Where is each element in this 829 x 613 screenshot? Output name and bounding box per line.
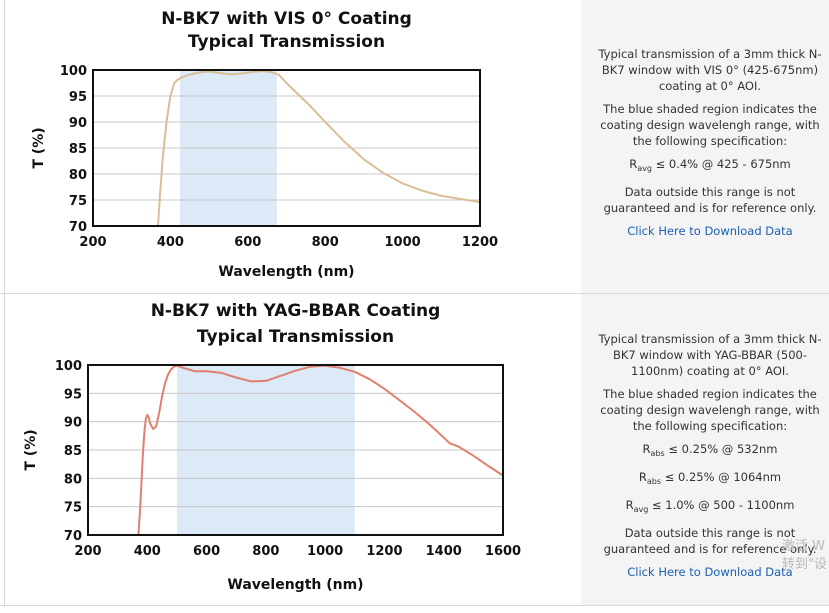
chart-cell-yag-bbar: N-BK7 with YAG-BBAR Coating Typical Trans… (4, 294, 582, 605)
shaded-region-note: The blue shaded region indicates the coa… (600, 387, 820, 433)
product-row-vis0: N-BK7 with VIS 0° Coating Typical Transmi… (0, 0, 829, 294)
y-tick-label: 100 (60, 64, 87, 79)
transmission-chart-yag-bbar: N-BK7 with YAG-BBAR Coating Typical Trans… (23, 301, 521, 593)
chart-title: N-BK7 with VIS 0° Coating (161, 9, 412, 29)
x-tick-label: 1400 (426, 544, 462, 559)
y-tick-label: 95 (64, 387, 82, 402)
chart-description: Typical transmission of a 3mm thick N-BK… (598, 332, 822, 378)
os-activation-watermark: 激活 W 转到"设 (782, 539, 827, 572)
y-tick-label: 100 (55, 359, 82, 374)
y-tick-label: 90 (69, 116, 87, 131)
x-tick-label: 600 (193, 544, 220, 559)
chart-subtitle: Typical Transmission (188, 32, 385, 52)
plot-frame (92, 69, 481, 227)
transmission-series-line (157, 70, 481, 227)
transmission-chart-vis0: N-BK7 with VIS 0° Coating Typical Transmi… (31, 9, 498, 280)
disclaimer: Data outside this range is not guarantee… (603, 526, 817, 556)
next-row-edge (0, 606, 829, 613)
spec-list: Rabs ≤ 0.25% @ 532nm Rabs ≤ 0.25% @ 1064… (593, 441, 827, 518)
y-tick-label: 80 (69, 168, 87, 183)
disclaimer: Data outside this range is not guarantee… (603, 185, 817, 215)
y-tick-label: 75 (69, 194, 87, 209)
download-data-link[interactable]: Click Here to Download Data (627, 565, 793, 579)
x-tick-label: 1000 (385, 235, 421, 250)
x-tick-label: 200 (74, 544, 101, 559)
spec-line: Ravg ≤ 0.4% @ 425 - 675nm (629, 157, 791, 173)
description-cell-yag-bbar: Typical transmission of a 3mm thick N-BK… (581, 294, 829, 605)
description-cell-vis0: Typical transmission of a 3mm thick N-BK… (581, 0, 829, 293)
y-tick-label: 70 (69, 220, 87, 235)
y-tick-label: 85 (64, 444, 82, 459)
y-tick-label: 95 (69, 90, 87, 105)
x-axis-label: Wavelength (nm) (218, 264, 354, 280)
x-tick-label: 1000 (307, 544, 343, 559)
product-row-yag-bbar: N-BK7 with YAG-BBAR Coating Typical Trans… (0, 294, 829, 606)
spec-line: Ravg ≤ 1.0% @ 500 - 1100nm (625, 498, 795, 514)
y-tick-label: 85 (69, 142, 87, 157)
x-tick-label: 1200 (462, 235, 498, 250)
x-tick-label: 1600 (485, 544, 521, 559)
x-tick-label: 600 (234, 235, 261, 250)
description-vis0: Typical transmission of a 3mm thick N-BK… (593, 46, 827, 246)
y-tick-label: 75 (64, 501, 82, 516)
chart-subtitle: Typical Transmission (197, 327, 394, 347)
transmission-series-line (137, 364, 504, 536)
y-axis-label: T (%) (23, 429, 39, 470)
x-tick-label: 400 (134, 544, 161, 559)
y-tick-label: 80 (64, 472, 82, 487)
shaded-region-note: The blue shaded region indicates the coa… (600, 102, 820, 148)
spec-line: Rabs ≤ 0.25% @ 1064nm (638, 470, 782, 486)
y-tick-label: 70 (64, 529, 82, 544)
x-tick-label: 400 (157, 235, 184, 250)
description-yag-bbar: Typical transmission of a 3mm thick N-BK… (593, 331, 827, 587)
plot-frame (87, 364, 504, 536)
y-axis-label: T (%) (31, 127, 47, 168)
x-tick-label: 800 (312, 235, 339, 250)
chart-description: Typical transmission of a 3mm thick N-BK… (598, 47, 822, 93)
x-axis-label: Wavelength (nm) (227, 577, 363, 593)
download-data-link[interactable]: Click Here to Download Data (627, 224, 793, 238)
spec-line: Rabs ≤ 0.25% @ 532nm (642, 442, 778, 458)
y-tick-label: 90 (64, 416, 82, 431)
x-tick-label: 800 (252, 544, 279, 559)
chart-title: N-BK7 with YAG-BBAR Coating (151, 301, 441, 321)
x-tick-label: 200 (79, 235, 106, 250)
chart-cell-vis0: N-BK7 with VIS 0° Coating Typical Transmi… (4, 0, 582, 293)
x-tick-label: 1200 (366, 544, 402, 559)
